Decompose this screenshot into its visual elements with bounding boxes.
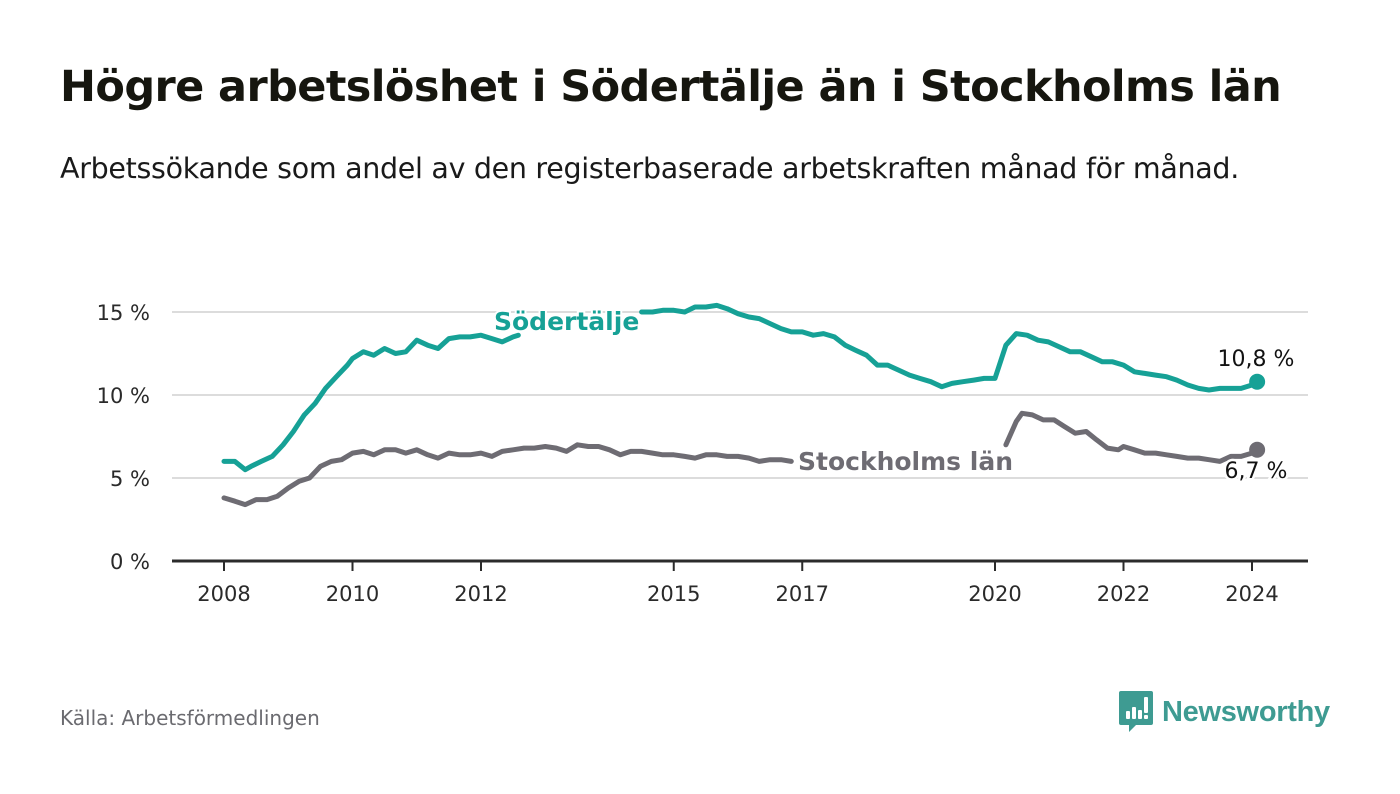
newsworthy-chart-bubble-icon <box>1119 691 1153 732</box>
y-tick-label: 10 % <box>97 384 150 408</box>
series-labels: Södertälje Stockholms län 10,8 % 6,7 % <box>492 305 1295 487</box>
source-note: Källa: Arbetsförmedlingen <box>60 706 320 730</box>
stockholm-end-marker <box>1249 441 1266 458</box>
x-tick-label: 2015 <box>647 582 700 606</box>
sodertalje-line <box>639 302 1260 393</box>
brand-name: Newsworthy <box>1162 695 1330 728</box>
x-tick-label: 2022 <box>1097 582 1150 606</box>
stockholm-label: Stockholms län <box>798 447 1013 476</box>
x-tick-label: 2012 <box>454 582 507 606</box>
y-tick-label: 5 % <box>110 467 150 491</box>
chart-title: Högre arbetslöshet i Södertälje än i Sto… <box>60 62 1282 112</box>
x-tick-label: 2008 <box>197 582 250 606</box>
stockholm-end-label: 6,7 % <box>1225 459 1288 484</box>
x-tick-label: 2020 <box>968 582 1021 606</box>
y-tick-label: 15 % <box>97 301 150 325</box>
sodertalje-label: Södertälje <box>494 307 639 336</box>
x-axis: 2008 2010 2012 2015 2017 2020 2022 2024 <box>172 559 1308 606</box>
chart-subtitle: Arbetssökande som andel av den registerb… <box>60 152 1239 185</box>
y-tick-label: 0 % <box>110 550 150 574</box>
stockholm-line <box>1003 410 1260 464</box>
sodertalje-end-label: 10,8 % <box>1218 347 1295 372</box>
x-tick-label: 2024 <box>1225 582 1278 606</box>
y-axis-ticks: 0 % 5 % 10 % 15 % <box>97 301 150 574</box>
stockholm-line <box>221 442 794 508</box>
series-lines <box>221 302 1266 508</box>
brand-logo[interactable]: Newsworthy <box>1118 690 1330 734</box>
sodertalje-end-marker <box>1249 373 1266 390</box>
x-tick-label: 2010 <box>326 582 379 606</box>
sodertalje-line <box>221 332 521 473</box>
x-tick-label: 2017 <box>776 582 829 606</box>
